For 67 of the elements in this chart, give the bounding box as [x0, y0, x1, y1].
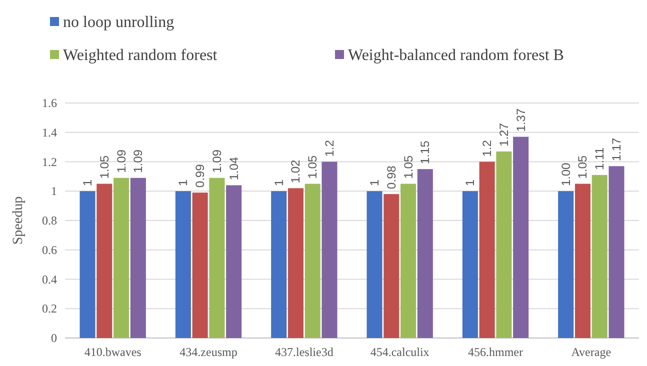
y-tick-label: 1	[51, 184, 57, 198]
data-label: 1.00	[558, 162, 573, 186]
bar	[366, 191, 382, 338]
y-tick-label: 0	[51, 331, 57, 345]
data-label: 1	[463, 179, 478, 186]
bar	[592, 174, 608, 338]
legend-label: Weighted random forest	[63, 47, 218, 64]
y-tick-label: 0.8	[42, 214, 57, 228]
bar	[175, 191, 191, 338]
data-label: 1.2	[322, 140, 336, 157]
bar	[479, 162, 495, 338]
x-tick-label: Average	[571, 345, 612, 359]
bar	[192, 192, 208, 338]
bar	[114, 178, 130, 338]
data-label: 1.37	[514, 108, 528, 132]
bar	[322, 162, 338, 338]
bar	[558, 191, 574, 338]
bar	[417, 169, 433, 338]
data-label: 1	[272, 179, 286, 186]
data-label: 1	[80, 179, 95, 186]
bar	[96, 184, 112, 338]
bar	[462, 191, 478, 338]
bar	[209, 178, 225, 338]
data-label: 1.05	[306, 155, 320, 179]
bar	[130, 178, 146, 338]
bar	[608, 166, 624, 338]
data-label: 1.05	[576, 155, 590, 179]
bar	[513, 136, 529, 338]
bar	[80, 191, 96, 338]
data-label: 1.27	[496, 122, 511, 146]
data-label: 1.2	[480, 140, 494, 157]
bar	[226, 185, 242, 338]
x-tick-label: 410.bwaves	[84, 345, 142, 359]
legend-label: no loop unrolling	[63, 14, 174, 31]
bar	[288, 188, 304, 338]
data-label: 1.09	[210, 149, 224, 173]
x-tick-label: 454.calculix	[370, 345, 430, 359]
data-label: 1.09	[114, 149, 128, 173]
bar	[384, 194, 400, 338]
data-label: 0.98	[384, 165, 398, 190]
y-tick-label: 0.2	[42, 302, 57, 316]
data-label: 1.04	[226, 156, 241, 180]
data-label: 1	[368, 179, 382, 186]
data-label: 1.05	[401, 155, 416, 179]
data-label: 1	[176, 179, 190, 186]
data-label: 1.02	[288, 160, 303, 184]
y-tick-label: 1.2	[42, 154, 57, 169]
data-label: 1.05	[97, 155, 112, 179]
bar	[496, 151, 512, 338]
y-tick-label: 1.6	[42, 96, 57, 110]
bar	[304, 184, 320, 338]
bar	[574, 184, 590, 338]
data-label: 1.09	[131, 149, 146, 173]
x-tick-label: 456.hmmer	[468, 345, 523, 359]
x-tick-label: 437.leslie3d	[275, 345, 334, 359]
bar	[400, 184, 416, 338]
data-label: 1.17	[609, 137, 624, 162]
y-tick-label: 0.4	[42, 272, 57, 286]
data-label: 1.15	[418, 140, 432, 164]
x-tick-label: 434.zeusmp	[180, 345, 238, 359]
data-label: 1.11	[592, 147, 607, 170]
legend-label: Weight-balanced random forest B	[348, 47, 564, 64]
data-label: 0.99	[193, 164, 208, 188]
y-axis-title: Speedup	[11, 196, 26, 245]
bar	[271, 191, 287, 338]
y-tick-label: 0.6	[42, 242, 57, 257]
y-tick-label: 1.4	[42, 125, 57, 140]
